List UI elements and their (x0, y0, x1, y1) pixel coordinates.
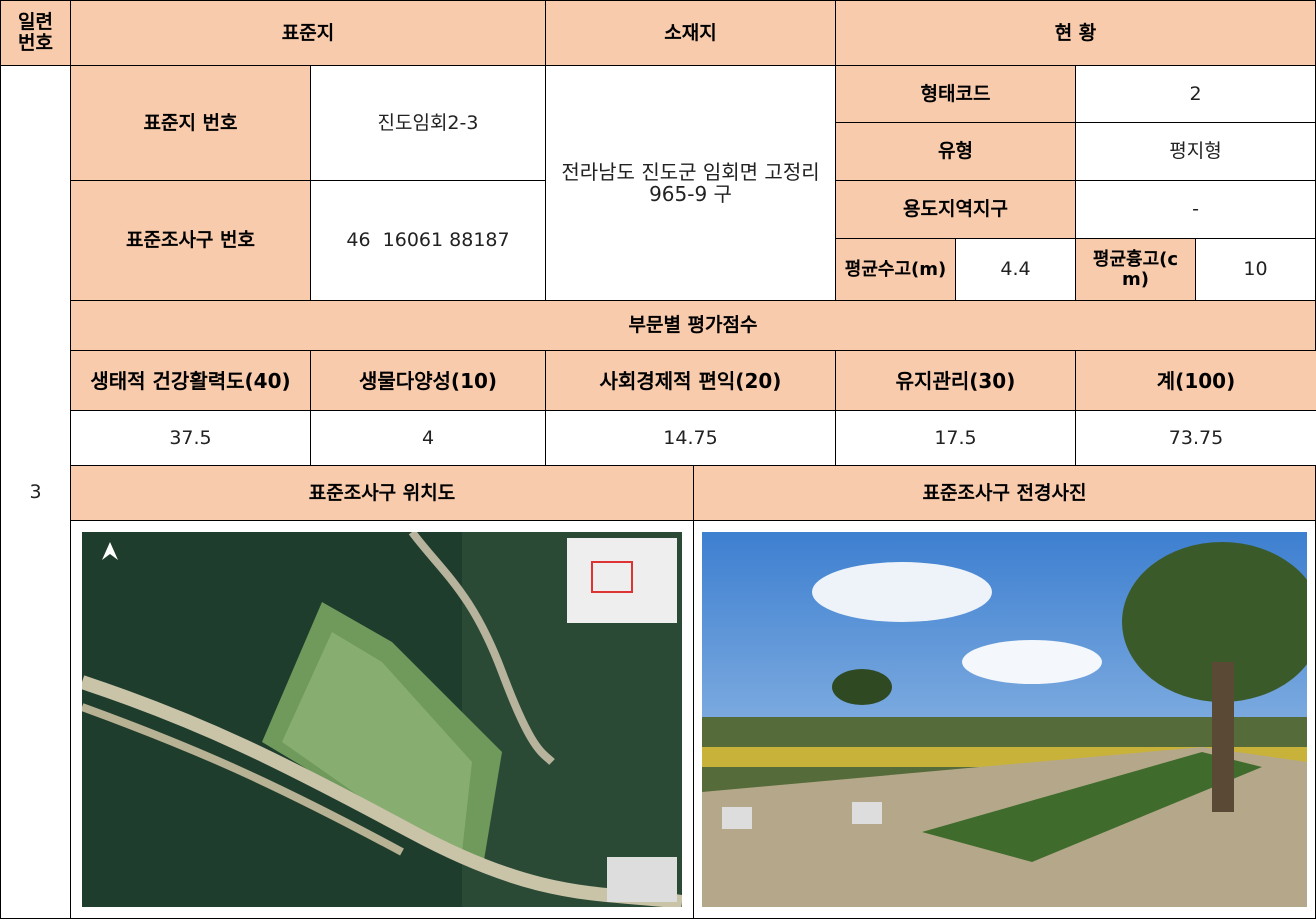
serial: 3 (0, 65, 71, 919)
serial-header-line: 번호 (18, 32, 53, 54)
zoning: - (1075, 180, 1316, 239)
avg-dbh: 10 (1195, 238, 1316, 301)
type-label: 유형 (835, 122, 1076, 181)
location-header: 소재지 (545, 0, 836, 66)
score-value: 4 (310, 410, 546, 466)
score-column: 사회경제적 편익(20) (545, 350, 836, 411)
site-number-label: 표준지 번호 (70, 65, 311, 181)
site-number: 진도임회2-3 (310, 65, 546, 181)
map-cell (70, 520, 694, 919)
avg-height-label: 평균수고(m) (835, 238, 956, 301)
map-image (82, 532, 682, 907)
score-value: 37.5 (70, 410, 311, 466)
serial-header-line: 일련 (18, 11, 53, 34)
score-value: 14.75 (545, 410, 836, 466)
form-code: 2 (1075, 65, 1316, 123)
plot-number-label: 표준조사구 번호 (70, 180, 311, 301)
type: 평지형 (1075, 122, 1316, 181)
photo-title: 표준조사구 전경사진 (693, 465, 1316, 521)
photo-cell (693, 520, 1316, 919)
score-column: 유지관리(30) (835, 350, 1076, 411)
score-value: 73.75 (1075, 410, 1316, 466)
score-column: 생물다양성(10) (310, 350, 546, 411)
site-header: 표준지 (70, 0, 546, 66)
form-code-label: 형태코드 (835, 65, 1076, 123)
avg-height: 4.4 (955, 238, 1076, 301)
zoning-label: 용도지역지구 (835, 180, 1076, 239)
serial-header: 일련 번호 (0, 0, 71, 66)
score-value: 17.5 (835, 410, 1076, 466)
address: 전라남도 진도군 임회면 고정리 965-9 구 (545, 65, 836, 301)
map-title: 표준조사구 위치도 (70, 465, 694, 521)
plot-number: 46 16061 88187 (310, 180, 546, 301)
status-header: 현 황 (835, 0, 1316, 66)
avg-dbh-label: 평균흉고(cm) (1075, 238, 1196, 301)
photo-image (702, 532, 1307, 907)
scores-title: 부문별 평가점수 (70, 300, 1316, 351)
score-column: 계(100) (1075, 350, 1316, 411)
score-column: 생태적 건강활력도(40) (70, 350, 311, 411)
